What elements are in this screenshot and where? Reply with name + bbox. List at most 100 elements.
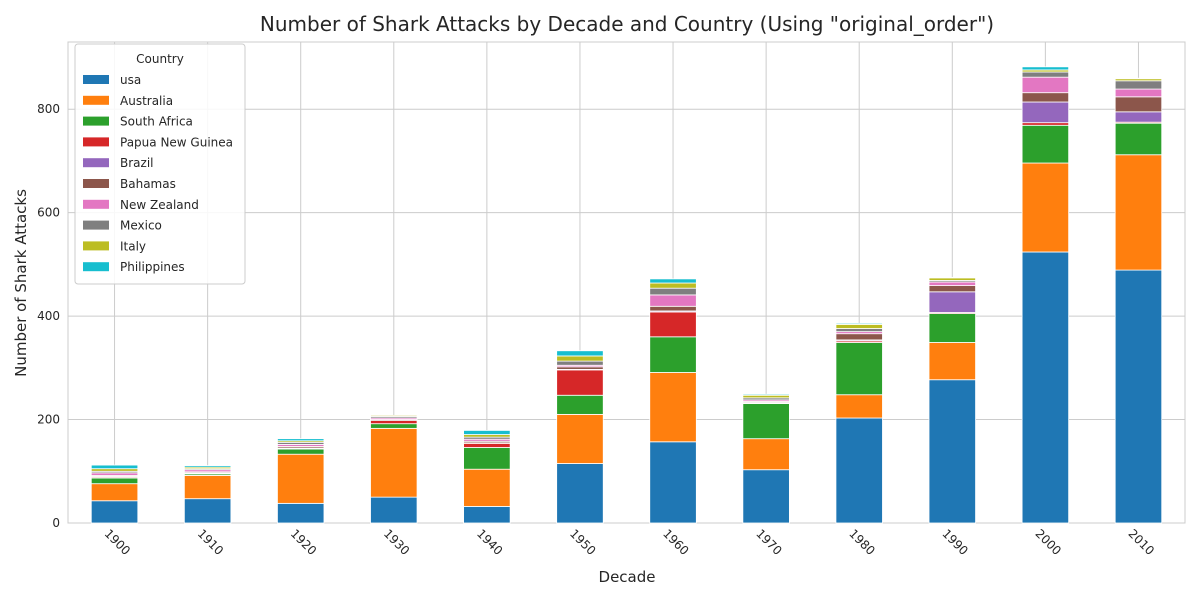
bar-segment — [835, 333, 883, 341]
bar-segment — [556, 413, 604, 464]
bar-segment — [90, 483, 139, 502]
legend-entry: Italy — [120, 239, 146, 253]
y-tick-label: 800 — [37, 102, 60, 116]
bar-segment — [277, 438, 325, 442]
y-axis-ticks: 0 200 400 600 800 — [37, 102, 60, 530]
bar-segment — [556, 360, 604, 366]
legend-swatch — [83, 75, 109, 84]
bar-segment — [1021, 71, 1070, 78]
bar-segment — [835, 342, 883, 396]
bar-segment — [277, 502, 325, 524]
x-axis-ticks: 1900 1910 1920 1930 1940 1950 1960 1970 1980 1990… — [102, 526, 1157, 557]
legend-swatch — [83, 262, 109, 272]
bar-segment — [649, 287, 697, 296]
bar-segment — [1114, 96, 1163, 113]
y-tick-label: 200 — [37, 413, 60, 427]
bar-segment — [928, 291, 976, 313]
legend-swatch — [83, 220, 109, 230]
bar-segment — [1114, 269, 1163, 524]
x-tick-label: 1940 — [474, 526, 505, 557]
legend-entry: New Zealand — [120, 198, 199, 212]
bar-segment — [1021, 101, 1070, 124]
bar-segment — [1021, 92, 1070, 103]
bar-segment — [463, 447, 511, 470]
bar-segment — [463, 430, 511, 435]
legend-swatch — [83, 137, 109, 147]
x-tick-label: 1900 — [102, 526, 133, 557]
x-tick-label: 2010 — [1126, 526, 1157, 557]
bar-segment — [277, 453, 325, 504]
legend-entry: Brazil — [120, 156, 154, 170]
bar-segment — [928, 276, 976, 279]
bar-segment — [556, 394, 604, 415]
bar-segment — [1021, 124, 1070, 164]
bar-segment — [1021, 76, 1070, 94]
x-tick-label: 1960 — [660, 526, 691, 557]
bar-segment — [370, 415, 418, 417]
bar-segment — [183, 465, 232, 468]
bar-segment — [742, 393, 790, 396]
bar-segment — [835, 323, 883, 329]
bar-segment — [649, 336, 697, 373]
bar-segment — [649, 282, 697, 289]
bar-segment — [370, 496, 418, 524]
bar-segment — [928, 342, 976, 381]
legend-swatch — [83, 116, 109, 126]
bar-segment — [649, 294, 697, 307]
bar-segment — [1114, 111, 1163, 123]
legend-entry: Australia — [120, 94, 173, 108]
bar-segment — [835, 417, 883, 524]
x-tick-label: 1920 — [288, 526, 319, 557]
bar-segment — [1114, 88, 1163, 98]
bar-segment — [556, 350, 604, 357]
bar-segment — [1021, 162, 1070, 253]
legend: Country usa Australia South Africa Papua Ne… — [74, 43, 246, 285]
plot-area — [67, 41, 1186, 524]
bar-segment — [463, 442, 511, 448]
bar-segment — [277, 448, 325, 455]
legend-entry: Papua New Guinea — [120, 135, 233, 149]
legend-swatch — [83, 199, 109, 209]
bar-segment — [370, 427, 418, 498]
x-tick-label: 1930 — [381, 526, 412, 557]
bar-segment — [370, 420, 418, 425]
bar-segment — [742, 469, 790, 524]
x-tick-label: 2000 — [1032, 526, 1063, 557]
x-tick-label: 1950 — [567, 526, 598, 557]
bar-segment — [928, 379, 976, 524]
legend-entry: Mexico — [120, 219, 162, 233]
bar-segment — [649, 278, 697, 284]
bar-segment — [835, 328, 883, 333]
bar-segment — [835, 322, 883, 325]
bar-segment — [1021, 251, 1070, 524]
bar-segment — [742, 403, 790, 440]
bar-segment — [649, 372, 697, 443]
bar-segment — [1114, 77, 1163, 80]
bar-segment — [370, 423, 418, 429]
gridlines — [68, 42, 1185, 524]
bar-segment — [90, 477, 139, 485]
bar-segment — [928, 313, 976, 343]
bar-segment — [928, 281, 976, 287]
bar-segment — [1021, 66, 1070, 71]
x-tick-label: 1980 — [846, 526, 877, 557]
x-tick-label: 1990 — [939, 526, 970, 557]
legend-entry: South Africa — [120, 115, 193, 129]
y-tick-label: 400 — [37, 309, 60, 323]
legend-entry: Philippines — [120, 260, 185, 274]
x-tick-label: 1970 — [753, 526, 784, 557]
bar-segment — [556, 463, 604, 524]
x-tick-label: 1910 — [195, 526, 226, 557]
bar-segment — [649, 441, 697, 524]
legend-title: Country — [136, 52, 184, 66]
bar-segment — [1114, 80, 1163, 90]
bars — [90, 66, 1163, 524]
bar-segment — [90, 464, 139, 470]
x-axis-label: Decade — [599, 568, 656, 586]
legend-entry: usa — [120, 73, 141, 87]
bar-segment — [556, 355, 604, 362]
bar-segment — [649, 305, 697, 312]
bar-segment — [463, 468, 511, 507]
bar-segment — [1114, 154, 1163, 271]
